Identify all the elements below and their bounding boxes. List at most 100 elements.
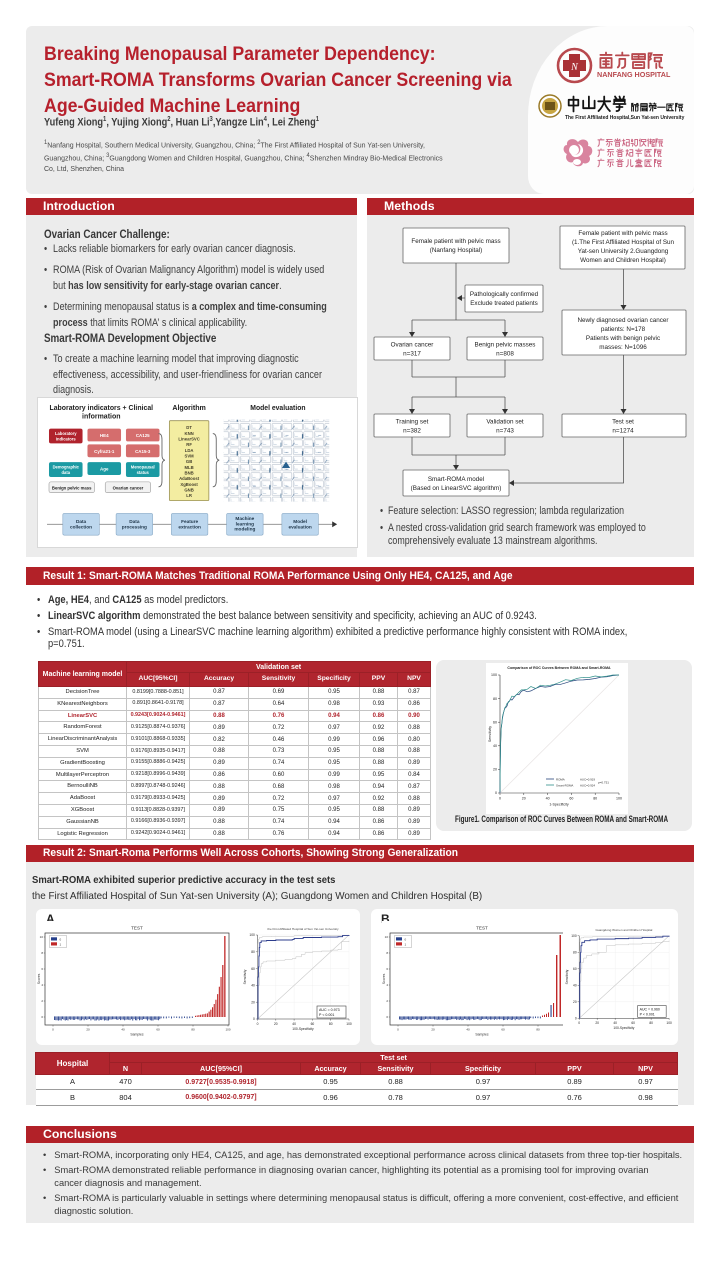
svg-text:N: N (570, 62, 579, 73)
svg-text:Comparison of ROC Curves Betwe: Comparison of ROC Curves Between ROMA an… (507, 666, 611, 670)
svg-text:GNB: GNB (184, 487, 193, 492)
svg-text:100-Specificity: 100-Specificity (613, 1026, 634, 1030)
svg-text:Feature: Feature (181, 519, 198, 525)
svg-text:Patients with benign pelvic: Patients with benign pelvic (586, 335, 660, 342)
svg-text:1-Specificity: 1-Specificity (549, 803, 569, 807)
svg-text:80: 80 (329, 1022, 333, 1026)
svg-text:0: 0 (52, 1028, 54, 1032)
svg-text:RF: RF (186, 442, 192, 447)
svg-text:20: 20 (493, 768, 497, 772)
svg-text:40: 40 (121, 1028, 125, 1032)
svg-text:processing: processing (122, 525, 147, 531)
svg-text:0: 0 (405, 937, 407, 941)
svg-text:40: 40 (466, 1028, 470, 1032)
svg-text:80: 80 (536, 1028, 540, 1032)
svg-text:Ovarian cancer: Ovarian cancer (391, 342, 434, 349)
svg-text:AUC = 0.960: AUC = 0.960 (640, 1007, 660, 1011)
svg-text:80: 80 (191, 1028, 195, 1032)
svg-text:n=743: n=743 (496, 428, 514, 435)
svg-text:Exclude treated patients: Exclude treated patients (470, 300, 538, 307)
svg-text:Scores: Scores (382, 973, 386, 984)
svg-text:Cyfra21-1: Cyfra21-1 (94, 449, 115, 454)
svg-text:collection: collection (70, 525, 92, 531)
svg-text:Benign pelvic mass: Benign pelvic mass (52, 485, 92, 490)
svg-text:2: 2 (41, 999, 43, 1003)
svg-text:20: 20 (595, 1021, 599, 1025)
svg-text:Women and Children Hospital): Women and Children Hospital) (580, 257, 666, 264)
svg-text:Female patient with pelvic mas: Female patient with pelvic mass (578, 230, 667, 237)
svg-text:8: 8 (41, 951, 43, 955)
svg-text:AUC=0.919: AUC=0.919 (580, 777, 595, 781)
svg-text:P < 0.001: P < 0.001 (319, 1013, 334, 1017)
svg-text:Age: Age (100, 467, 109, 472)
svg-text:10: 10 (385, 935, 389, 939)
svg-text:60: 60 (569, 797, 573, 801)
svg-text:AUC = 0.973: AUC = 0.973 (319, 1008, 340, 1012)
svg-text:100-Specificity: 100-Specificity (292, 1027, 314, 1031)
svg-text:40: 40 (546, 797, 550, 801)
svg-text:data: data (62, 470, 71, 475)
svg-text:patients: N=178: patients: N=178 (601, 326, 646, 333)
svg-text:0: 0 (397, 1028, 399, 1032)
svg-text:modeling: modeling (234, 527, 255, 533)
svg-text:4: 4 (386, 983, 388, 987)
svg-text:6: 6 (386, 967, 388, 971)
svg-text:masses: N=1096: masses: N=1096 (599, 344, 647, 351)
svg-text:Benign pelvic masses: Benign pelvic masses (475, 342, 536, 349)
svg-text:60: 60 (501, 1028, 505, 1032)
svg-text:LinearSVC: LinearSVC (178, 436, 199, 441)
svg-text:Demographic: Demographic (53, 465, 80, 470)
svg-text:the First Affiliated Hospital: the First Affiliated Hospital of Sun Yat… (267, 927, 339, 931)
svg-text:KNN: KNN (185, 431, 194, 436)
svg-text:0: 0 (495, 791, 497, 795)
svg-text:0: 0 (386, 1015, 388, 1019)
svg-text:Smart-ROMA: Smart-ROMA (556, 783, 573, 787)
svg-text:20: 20 (86, 1028, 90, 1032)
svg-text:n=317: n=317 (403, 351, 421, 358)
svg-text:80: 80 (251, 950, 255, 954)
svg-text:DT: DT (186, 425, 192, 430)
svg-text:Menopausal: Menopausal (131, 465, 155, 470)
svg-text:extraction: extraction (178, 525, 201, 531)
svg-text:20: 20 (274, 1022, 278, 1026)
svg-text:40: 40 (613, 1021, 617, 1025)
svg-text:Sensitivity: Sensitivity (243, 969, 247, 984)
svg-text:information: information (82, 412, 121, 421)
svg-text:CA125: CA125 (136, 433, 150, 438)
svg-text:LDA: LDA (185, 448, 194, 453)
svg-text:n=382: n=382 (403, 428, 421, 435)
svg-text:80: 80 (493, 697, 497, 701)
svg-text:40: 40 (493, 744, 497, 748)
svg-text:6: 6 (41, 967, 43, 971)
svg-text:evaluation: evaluation (288, 525, 311, 531)
svg-text:Samples: Samples (475, 1033, 488, 1037)
svg-text:40: 40 (251, 984, 255, 988)
svg-text:Model evaluation: Model evaluation (250, 403, 306, 412)
svg-text:Validation set: Validation set (486, 419, 524, 426)
svg-text:60: 60 (311, 1022, 315, 1026)
svg-text:CA15-3: CA15-3 (135, 449, 151, 454)
svg-text:GB: GB (186, 459, 192, 464)
svg-text:learning: learning (236, 521, 254, 527)
svg-text:20: 20 (431, 1028, 435, 1032)
svg-text:0: 0 (253, 1017, 255, 1021)
svg-text:Pathologically confirmed: Pathologically confirmed (470, 291, 539, 298)
svg-text:Yat-sen University 2.Guangdong: Yat-sen University 2.Guangdong (578, 248, 669, 255)
svg-text:0: 0 (578, 1021, 580, 1025)
svg-text:Female patient with pelvic mas: Female patient with pelvic mass (411, 238, 500, 245)
svg-text:0: 0 (60, 937, 62, 941)
svg-text:100: 100 (346, 1022, 352, 1026)
svg-text:60: 60 (493, 720, 497, 724)
svg-text:p=0.751: p=0.751 (598, 781, 609, 785)
svg-text:4: 4 (41, 983, 43, 987)
svg-text:60: 60 (573, 967, 577, 971)
svg-text:0: 0 (41, 1015, 43, 1019)
svg-text:80: 80 (593, 797, 597, 801)
svg-text:20: 20 (573, 1000, 577, 1004)
svg-text:AUC=0.924: AUC=0.924 (580, 783, 595, 787)
svg-text:100: 100 (249, 933, 255, 937)
svg-text:(1.The First Affiliated Hospit: (1.The First Affiliated Hospital of Sun (572, 239, 675, 246)
svg-text:100: 100 (666, 1021, 672, 1025)
svg-text:100: 100 (225, 1028, 230, 1032)
svg-text:Smart-ROMA model: Smart-ROMA model (428, 476, 484, 483)
